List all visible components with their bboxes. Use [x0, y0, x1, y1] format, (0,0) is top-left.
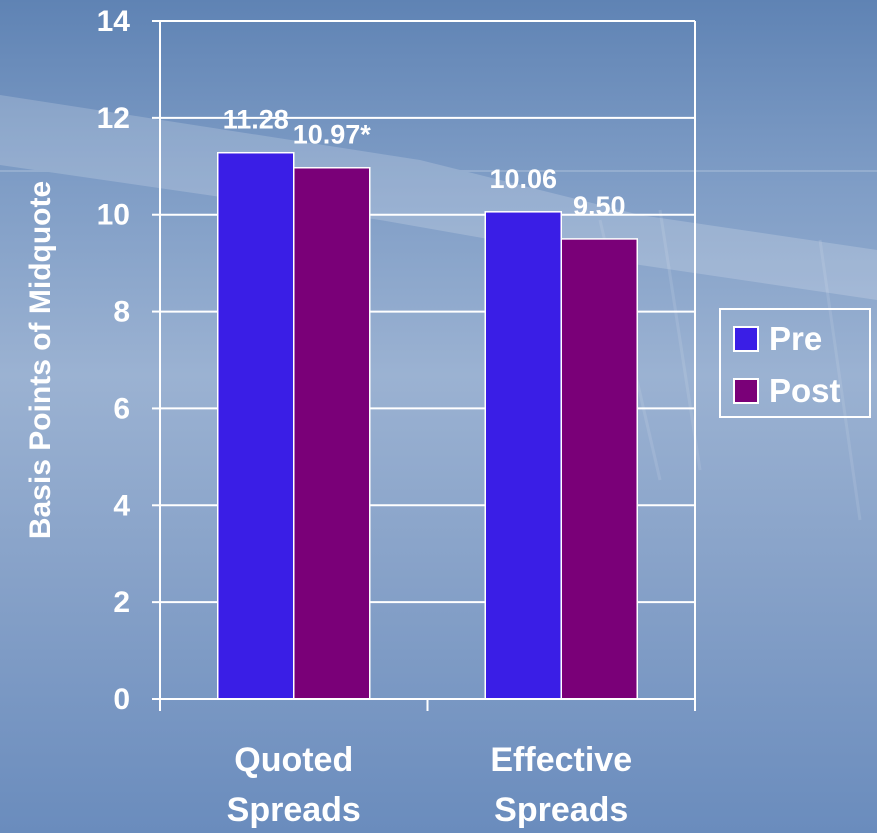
legend-swatch-post [733, 378, 759, 404]
data-label: 10.06 [489, 164, 557, 194]
y-axis-label: Basis Points of Midquote [24, 181, 57, 539]
data-label: 11.28 [223, 105, 289, 135]
y-tick-label: 12 [97, 102, 130, 135]
y-tick-label: 2 [113, 586, 130, 619]
bar-post-1 [560, 238, 638, 700]
y-tick-label: 10 [97, 199, 130, 232]
data-label: 10.97* [293, 120, 372, 150]
data-label: 9.50 [573, 191, 626, 221]
legend-item-pre: Pre [733, 320, 822, 358]
x-category-label: Spreads [227, 791, 361, 829]
bar-post-0 [293, 166, 371, 700]
legend-label-pre: Pre [769, 320, 823, 357]
y-tick-label: 4 [113, 489, 130, 522]
bar-pre-0 [217, 151, 295, 700]
legend-swatch-pre [733, 326, 759, 352]
legend-label-post: Post [769, 372, 841, 409]
x-category-label: Quoted [234, 741, 353, 779]
y-tick-label: 0 [113, 683, 130, 716]
x-category-label: Spreads [494, 791, 628, 829]
y-tick-label: 8 [113, 296, 130, 329]
bar-pre-1 [484, 211, 562, 700]
legend: Pre Post [719, 308, 871, 418]
y-tick-label: 14 [97, 5, 131, 38]
legend-item-post: Post [733, 372, 841, 410]
y-tick-label: 6 [113, 392, 130, 425]
x-category-label: Effective [490, 741, 632, 779]
